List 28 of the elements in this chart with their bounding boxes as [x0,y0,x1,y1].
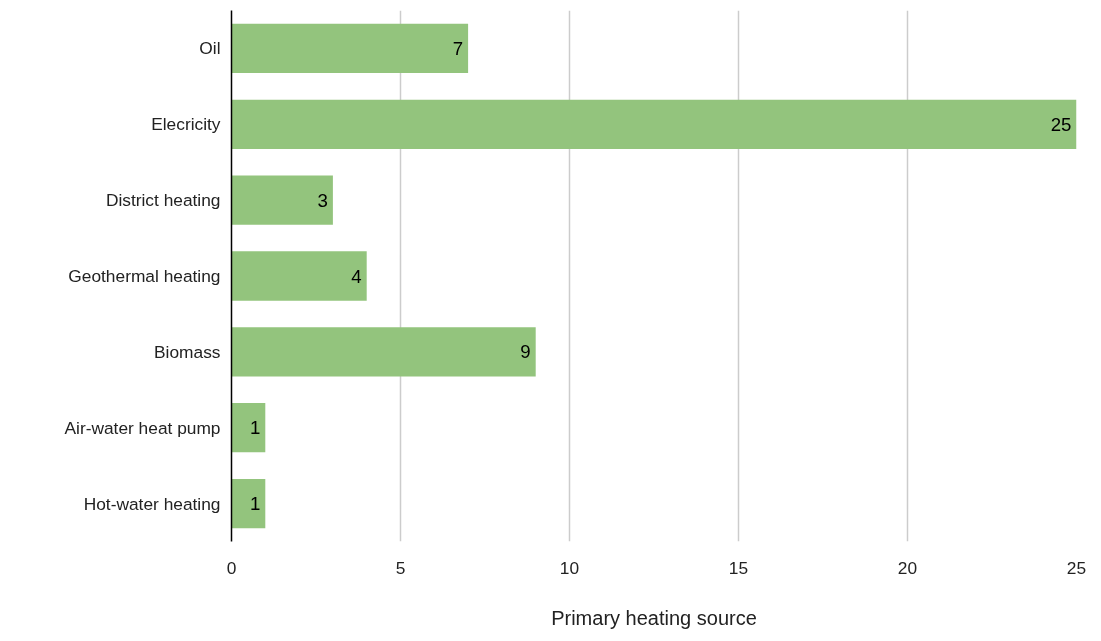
bar [231,403,266,453]
x-tick-label: 15 [728,557,749,578]
x-tick-label: 10 [559,557,580,578]
x-tick-label: 0 [226,557,237,578]
data-label: 4 [351,265,362,287]
bar [231,175,333,225]
data-label: 1 [249,493,261,515]
x-tick-label: 20 [897,557,918,578]
y-tick-label: District heating [105,190,221,211]
data-label: 7 [452,37,464,59]
x-tick-label: 5 [395,557,406,578]
y-tick-label: Elecricity [151,114,221,135]
bar [231,23,469,74]
y-tick-label: Geothermal heating [68,266,221,286]
data-label: 3 [317,189,328,211]
y-tick-label: Hot-water heating [83,493,221,514]
bar [231,251,367,301]
bar [231,478,266,529]
y-tick-label: Biomass [154,341,221,362]
x-axis-title: Primary heating source [551,606,757,629]
y-tick-label: Oil [199,38,221,59]
data-label: 1 [249,417,261,439]
bar [231,327,536,377]
bar [231,99,1077,149]
y-tick-label: Air-water heat pump [64,417,221,438]
data-label: 9 [520,341,531,363]
data-label: 25 [1050,113,1072,135]
x-tick-label: 25 [1066,557,1087,578]
